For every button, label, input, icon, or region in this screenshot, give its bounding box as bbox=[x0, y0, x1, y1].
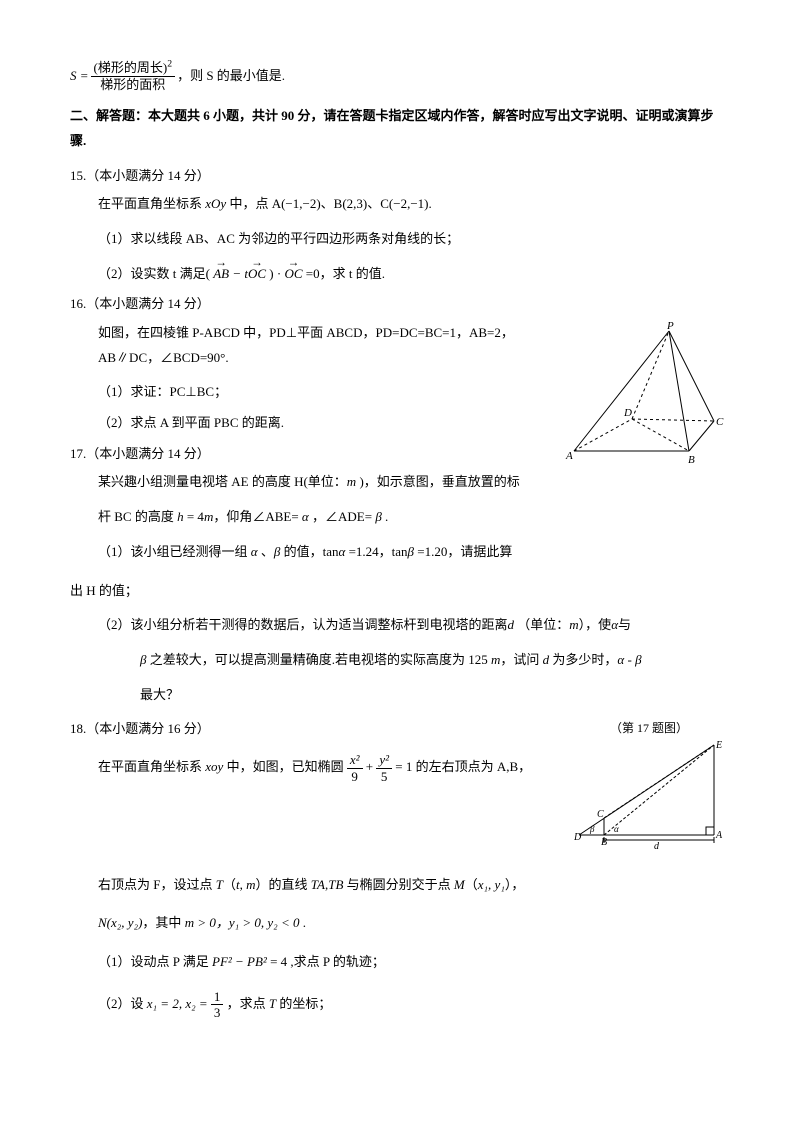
q17-p2-l2: β 之差较大，可以提高测量精确度.若电视塔的实际高度为 125 m，试问 d 为… bbox=[70, 648, 724, 673]
q15-p1: （1）求以线段 AB、AC 为邻边的平行四边形两条对角线的长； bbox=[70, 227, 724, 252]
svg-text:C: C bbox=[597, 809, 604, 820]
q17-p2-l3: 最大？ bbox=[70, 683, 724, 708]
svg-text:α: α bbox=[614, 824, 619, 834]
q17-p1: （1）该小组已经测得一组 α 、β 的值，tanα =1.24，tanβ =1.… bbox=[70, 540, 724, 565]
tower-diagram-icon: E A B C D d α β bbox=[574, 740, 724, 850]
svg-text:E: E bbox=[715, 740, 722, 751]
q14-tail: ，则 S 的最小值是. bbox=[177, 64, 285, 89]
svg-text:d: d bbox=[654, 841, 660, 850]
svg-text:A: A bbox=[715, 830, 723, 841]
svg-text:B: B bbox=[688, 454, 695, 466]
q17-fig-caption: （第 17 题图） bbox=[574, 717, 724, 740]
svg-text:D: D bbox=[623, 407, 632, 419]
q18-p1: （1）设动点 P 满足 PF² − PB² = 4 ,求点 P 的轨迹； bbox=[70, 950, 724, 975]
q18-l2: 右顶点为 F，设过点 T（t, m）的直线 TA,TB 与椭圆分别交于点 M（x… bbox=[70, 873, 724, 898]
q15-p2: （2）设实数 t 满足( AB − tOC ) · OC =0，求 t 的值. bbox=[70, 262, 724, 287]
q15-body: 在平面直角坐标系 xOy 中，点 A(−1,−2)、B(2,3)、C(−2,−1… bbox=[70, 192, 724, 217]
q18-p2: （2）设 x₁ = 2, x₂ = 13 ，求点 T 的坐标； bbox=[70, 989, 724, 1021]
pyramid-icon: P A B C D bbox=[564, 321, 724, 471]
q14-frac: (梯形的周长)2 梯形的面积 bbox=[91, 60, 176, 92]
q18-l3: N(x₂, y₂)，其中 m > 0，y₁ > 0, y₂ < 0 . bbox=[70, 911, 724, 936]
q17-p2-l1: （2）该小组分析若干测得的数据后，认为适当调整标杆到电视塔的距离d （单位：m）… bbox=[70, 613, 724, 638]
section2-header: 二、解答题：本大题共 6 小题，共计 90 分，请在答题卡指定区域内作答，解答时… bbox=[70, 104, 724, 153]
q17-figure: （第 17 题图） E A B C D d α β bbox=[574, 717, 724, 858]
q16-head: 16.（本小题满分 14 分） bbox=[70, 292, 724, 317]
svg-text:C: C bbox=[716, 416, 724, 428]
svg-text:B: B bbox=[601, 837, 607, 848]
q16-figure: P A B C D bbox=[564, 321, 724, 480]
svg-text:P: P bbox=[666, 321, 674, 332]
svg-text:β: β bbox=[589, 824, 595, 834]
q14-formula: S = (梯形的周长)2 梯形的面积 ，则 S 的最小值是. bbox=[70, 60, 724, 92]
svg-text:A: A bbox=[565, 450, 573, 462]
q15-head: 15.（本小题满分 14 分） bbox=[70, 164, 724, 189]
q17-l2: 杆 BC 的高度 h = 4m，仰角∠ABE= α ，∠ADE= β . bbox=[70, 505, 724, 530]
q14-S: S = bbox=[70, 64, 89, 89]
svg-text:D: D bbox=[574, 832, 582, 843]
q17-p1-tail: 出 H 的值； bbox=[70, 579, 724, 604]
